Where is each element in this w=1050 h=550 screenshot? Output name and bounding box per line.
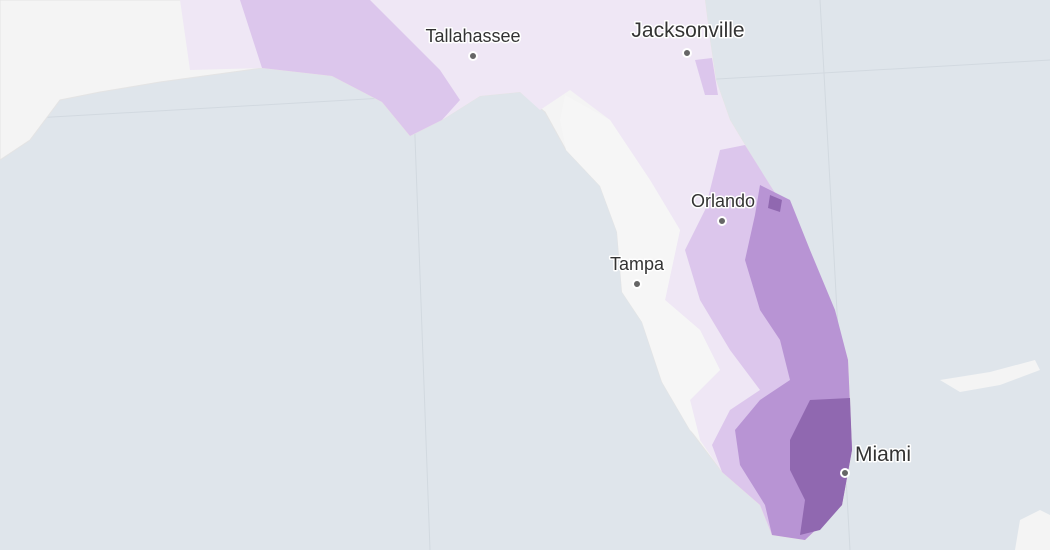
city-dot: [632, 279, 642, 289]
city-dot: [717, 216, 727, 226]
zone-light: [180, 0, 852, 540]
city-label: Jacksonville: [631, 19, 744, 42]
city-dot: [468, 51, 478, 61]
city-dot: [682, 48, 692, 58]
city-dot: [840, 468, 850, 478]
zone-light-medium: [240, 0, 460, 136]
zone-light-medium: [695, 58, 718, 95]
zone-white: [560, 95, 720, 440]
city-label: Tampa: [610, 254, 665, 274]
city-label: Miami: [855, 443, 911, 466]
city-label: Tallahassee: [425, 26, 520, 46]
cities: Tallahassee Jacksonville Orlando Tampa M…: [424, 18, 913, 478]
zone-dark: [768, 195, 782, 212]
island: [940, 360, 1040, 392]
island: [1015, 510, 1050, 550]
city-label: Orlando: [691, 191, 755, 211]
zone-dark: [790, 398, 852, 535]
